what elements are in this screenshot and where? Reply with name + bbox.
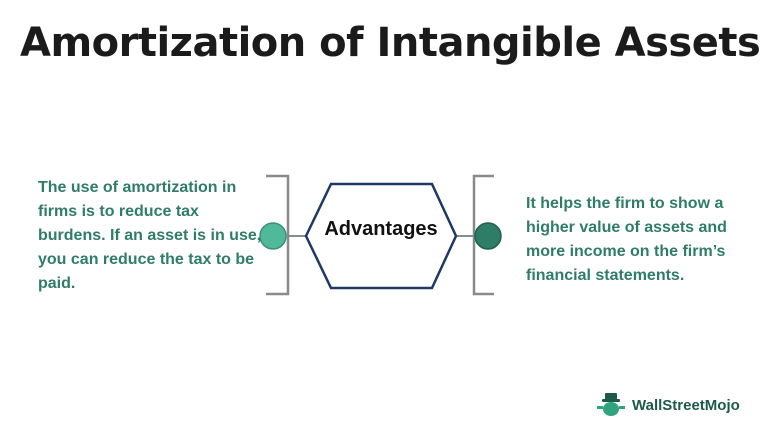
left-dot [260,223,286,249]
left-description: The use of amortization in firms is to r… [38,176,263,296]
right-description: It helps the firm to show a higher value… [526,192,751,288]
wallstreetmojo-logo: WallStreetMojo [596,392,740,418]
logo-text: WallStreetMojo [632,397,740,414]
logo-icon [596,392,626,418]
right-dot [475,223,501,249]
center-label: Advantages [310,218,452,241]
